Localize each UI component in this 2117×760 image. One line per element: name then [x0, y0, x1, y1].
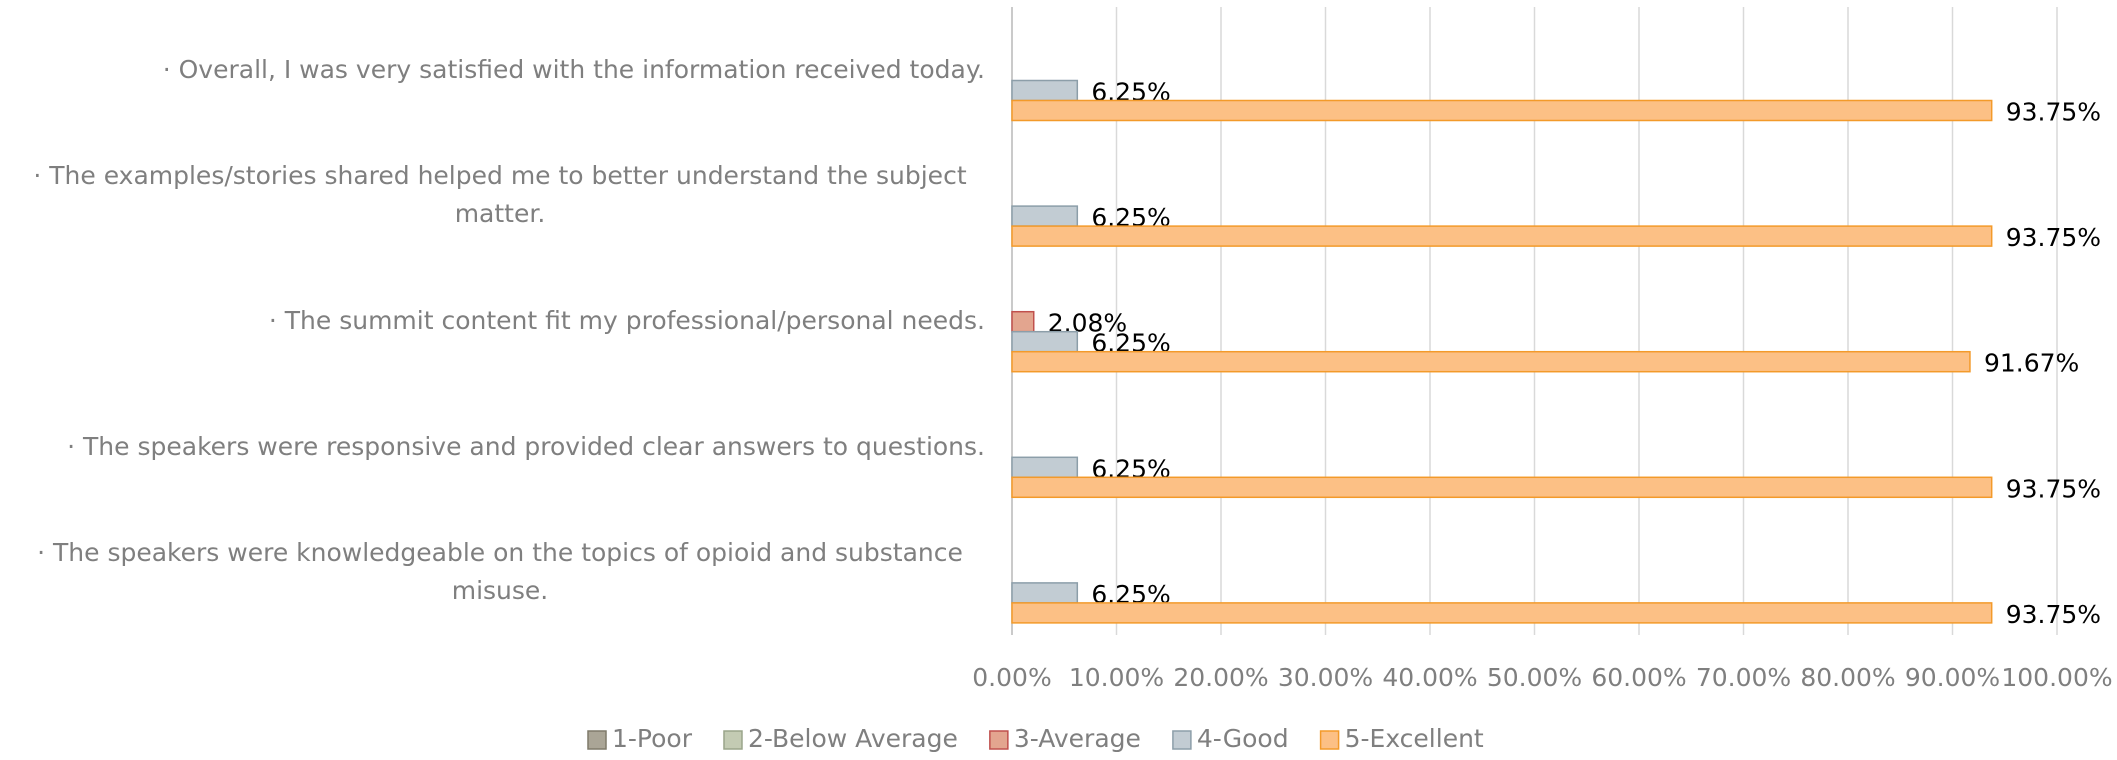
bar [1011, 330, 1079, 353]
legend-swatch [989, 730, 1009, 750]
x-tick-label: 40.00% [1382, 663, 1477, 692]
x-tick-label: 60.00% [1591, 663, 1686, 692]
legend-swatch [1319, 730, 1340, 750]
legend-swatch [587, 730, 607, 750]
legend-label: 1-Poor [612, 724, 693, 753]
bar [1011, 350, 1971, 373]
x-tick-label: 20.00% [1173, 663, 1268, 692]
x-tick-label: 90.00% [1905, 663, 2000, 692]
legend-label: 3-Average [1014, 724, 1141, 753]
x-tick-label: 70.00% [1696, 663, 1791, 692]
legend-swatch [1172, 730, 1192, 750]
category-text: · Overall, I was very satisfied with the… [162, 54, 985, 84]
legend-label: 2-Below Average [748, 724, 958, 753]
bar [1011, 225, 1993, 247]
category-label: · Overall, I was very satisfied with the… [0, 51, 985, 89]
x-tick-label: 10.00% [1069, 663, 1164, 692]
value-label: 91.67% [1984, 349, 2079, 378]
bar [1011, 456, 1079, 479]
legend-label: 5-Excellent [1345, 724, 1484, 753]
category-text: · The speakers were knowledgeable on the… [37, 538, 963, 606]
x-tick-label: 80.00% [1800, 663, 1895, 692]
x-tick-label: 50.00% [1487, 663, 1582, 692]
bar [1011, 205, 1079, 227]
category-text: · The speakers were responsive and provi… [67, 431, 985, 461]
value-label: 93.75% [2006, 98, 2101, 127]
category-text: · The summit content fit my professional… [268, 306, 985, 335]
bar [1011, 602, 1993, 624]
category-label: · The summit content fit my professional… [0, 302, 985, 340]
bar [1011, 99, 1993, 122]
value-label: 93.75% [2006, 223, 2101, 252]
x-tick-label: 30.00% [1278, 663, 1373, 692]
category-text: · The examples/stories shared helped me … [33, 161, 967, 229]
value-label: 93.75% [2006, 600, 2101, 629]
bar [1011, 310, 1035, 333]
bar [1011, 79, 1079, 102]
category-label: · The examples/stories shared helped me … [0, 157, 985, 233]
value-label: 93.75% [2006, 474, 2101, 503]
legend-swatch [723, 730, 743, 750]
x-tick-label: 0.00% [972, 663, 1051, 692]
bar [1011, 582, 1079, 604]
bar [1011, 476, 1993, 499]
category-label: · The speakers were responsive and provi… [0, 428, 985, 466]
legend-label: 4-Good [1197, 724, 1289, 753]
category-label: · The speakers were knowledgeable on the… [0, 534, 985, 610]
x-tick-label: 100.00% [2001, 663, 2112, 692]
